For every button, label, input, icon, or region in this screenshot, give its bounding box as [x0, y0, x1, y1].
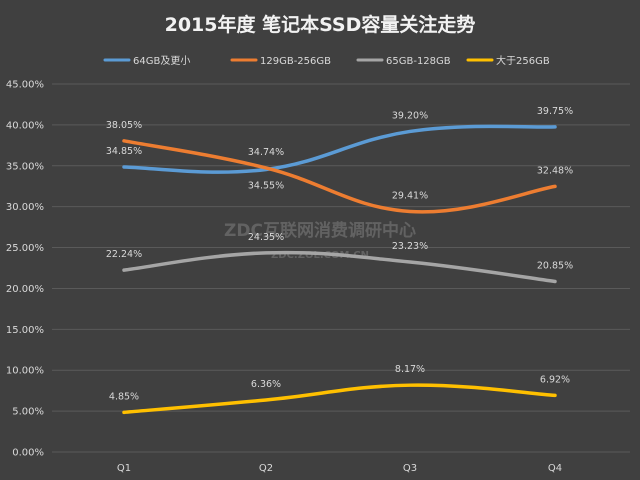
data-label: 4.85% — [109, 391, 139, 402]
data-label: 6.92% — [540, 374, 570, 385]
data-label: 8.17% — [395, 364, 425, 375]
data-label: 39.75% — [537, 106, 573, 117]
x-tick-label: Q4 — [548, 463, 562, 474]
y-tick-label: 45.00% — [6, 80, 44, 91]
watermark-line2: ZDC.ZOL.COM.CN — [271, 250, 369, 261]
y-tick-label: 15.00% — [6, 325, 44, 336]
legend-label: 65GB-128GB — [386, 56, 451, 67]
data-labels: 34.85% 34.55% 39.20% 39.75% 38.05% 34.74% 29.4… — [106, 106, 573, 402]
series-line — [122, 139, 557, 214]
chart-title: 2015年度 笔记本SSD容量关注走势 — [165, 13, 476, 36]
x-tick-label: Q3 — [403, 463, 417, 474]
y-tick-label: 30.00% — [6, 202, 44, 213]
data-label: 32.48% — [537, 165, 573, 176]
y-tick-label: 35.00% — [6, 161, 44, 172]
data-label: 23.23% — [392, 241, 428, 252]
y-tick-label: 0.00% — [12, 448, 44, 459]
data-label: 34.74% — [248, 147, 284, 158]
y-tick-label: 10.00% — [6, 366, 44, 377]
watermark: ZDC互联网消费调研中心 ZDC.ZOL.COM.CN — [224, 220, 416, 261]
data-label: 22.24% — [106, 249, 142, 260]
data-label: 39.20% — [392, 110, 428, 121]
legend-label: 大于256GB — [496, 54, 550, 67]
series-line — [122, 250, 557, 284]
data-label: 38.05% — [106, 120, 142, 131]
y-tick-label: 5.00% — [12, 407, 44, 418]
y-tick-label: 20.00% — [6, 284, 44, 295]
y-axis: 0.00% 5.00% 10.00% 15.00% 20.00% 25.00% 30.00%… — [6, 80, 44, 459]
y-tick-label: 40.00% — [6, 120, 44, 131]
y-tick-label: 25.00% — [6, 243, 44, 254]
series-line — [122, 124, 557, 174]
series-line — [122, 383, 557, 415]
series-lines — [122, 124, 557, 415]
data-label: 34.85% — [106, 146, 142, 157]
x-tick-label: Q2 — [259, 463, 273, 474]
legend-label: 64GB及更小 — [133, 55, 190, 67]
data-label: 29.41% — [392, 190, 428, 201]
data-label: 20.85% — [537, 260, 573, 271]
watermark-line1: ZDC互联网消费调研中心 — [224, 220, 416, 241]
data-label: 34.55% — [248, 180, 284, 191]
legend-label: 129GB-256GB — [260, 56, 331, 67]
data-label: 24.35% — [248, 232, 284, 243]
data-label: 6.36% — [251, 379, 281, 390]
x-tick-label: Q1 — [117, 463, 131, 474]
legend: 64GB及更小 129GB-256GB 65GB-128GB 大于256GB — [103, 54, 550, 67]
x-axis: Q1 Q2 Q3 Q4 — [117, 463, 562, 474]
